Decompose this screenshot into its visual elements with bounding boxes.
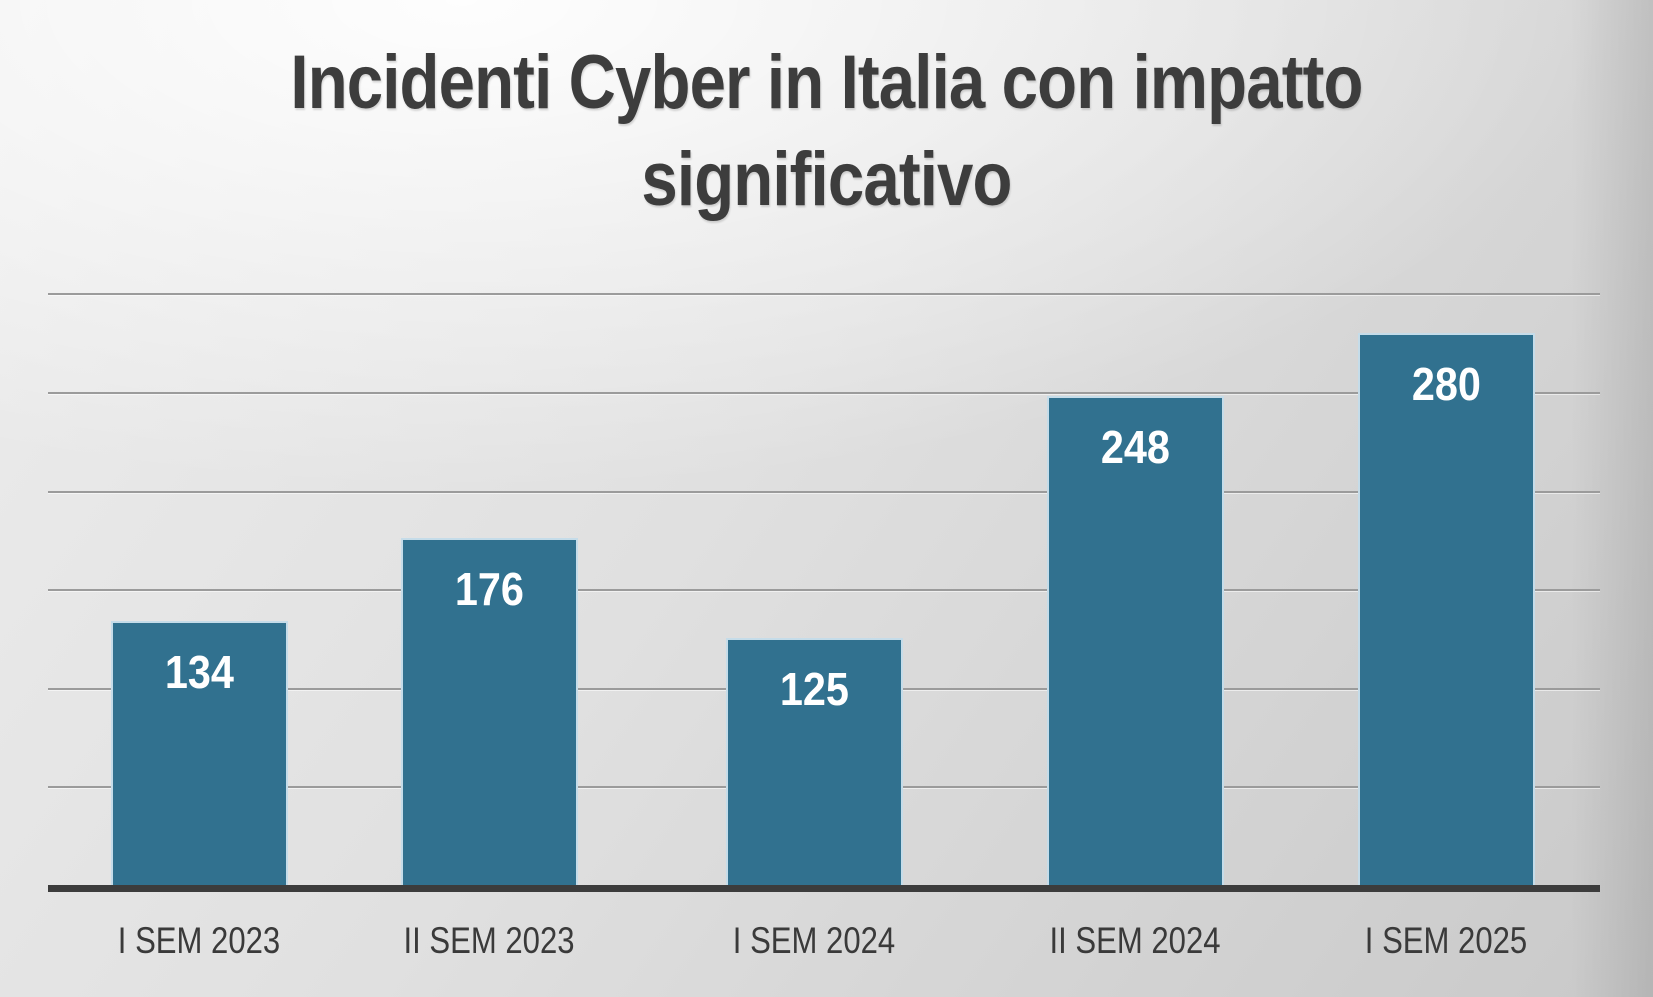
- gridline: [48, 589, 1600, 592]
- bar-value-label: 248: [1049, 420, 1222, 474]
- bar-i-sem-2024: 125: [725, 638, 903, 885]
- bar-value-label: 125: [728, 662, 901, 716]
- bar-value-text: 280: [1411, 358, 1481, 410]
- bar-i-sem-2023: 134: [110, 621, 288, 885]
- bar-ii-sem-2024: 248: [1046, 396, 1224, 885]
- bar-value-text: 248: [1100, 421, 1170, 473]
- bar-value-text: 176: [454, 563, 524, 615]
- x-axis-label-i-sem-2025: I SEM 2025: [1364, 920, 1528, 961]
- chart-title: Incidenti Cyber in Italia con impatto si…: [0, 34, 1653, 228]
- bar-value-label: 176: [403, 562, 576, 616]
- chart-title-line-1: Incidenti Cyber in Italia con impatto: [290, 40, 1363, 125]
- gridline: [48, 392, 1600, 394]
- bar-value-text: 125: [779, 663, 849, 715]
- bar-value-label: 134: [113, 645, 286, 699]
- chart-title-line-2: significativo: [641, 137, 1012, 222]
- x-axis-line: [48, 885, 1600, 892]
- gridline: [48, 293, 1600, 296]
- x-axis-label-ii-sem-2023: II SEM 2023: [403, 920, 575, 961]
- bar-ii-sem-2023: 176: [400, 538, 578, 885]
- gridline: [48, 490, 1600, 493]
- bar-i-sem-2025: 280: [1357, 333, 1535, 885]
- bar-value-text: 134: [164, 646, 234, 698]
- x-axis-label-i-sem-2024: I SEM 2024: [732, 920, 896, 961]
- x-axis-label-ii-sem-2024: II SEM 2024: [1049, 920, 1221, 961]
- bar-value-label: 280: [1360, 357, 1533, 411]
- x-axis-label-i-sem-2023: I SEM 2023: [117, 920, 281, 961]
